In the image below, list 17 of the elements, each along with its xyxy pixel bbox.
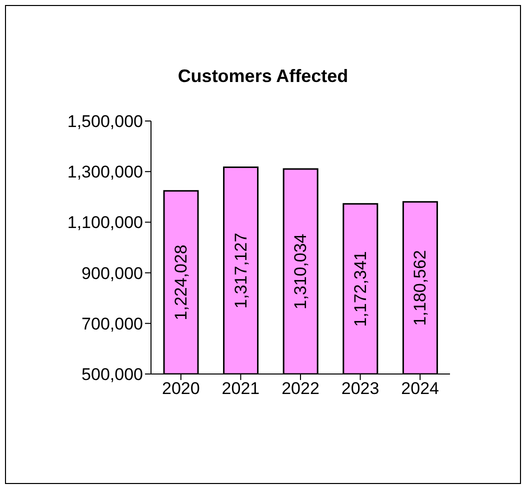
y-tick-label: 1,500,000 <box>67 112 143 132</box>
y-tick-label: 1,300,000 <box>67 162 143 182</box>
x-tick-label: 2022 <box>282 379 320 398</box>
y-tick-label: 1,100,000 <box>67 213 143 232</box>
data-label: 1,180,562 <box>410 250 430 326</box>
x-tick-label: 2021 <box>222 379 260 398</box>
data-label: 1,172,341 <box>350 251 370 327</box>
y-tick-label: 900,000 <box>82 264 143 283</box>
chart-title: Customers Affected <box>176 66 350 87</box>
data-label: 1,224,028 <box>172 244 190 320</box>
data-label: 1,310,034 <box>291 234 310 310</box>
x-tick-label: 2024 <box>401 379 440 398</box>
x-tick-label: 2023 <box>341 379 380 398</box>
y-tick-label: 500,000 <box>82 365 143 384</box>
data-label: 1,317,127 <box>231 232 250 308</box>
x-tick-label: 2020 <box>162 379 200 398</box>
y-tick-label: 700,000 <box>82 314 143 334</box>
